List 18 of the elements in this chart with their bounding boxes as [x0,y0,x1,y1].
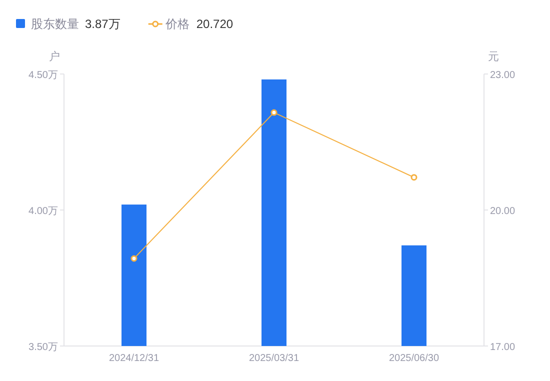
y2-tick-label: 17.00 [490,342,516,353]
text: 20.720 [196,17,234,31]
point [130,255,138,262]
y2-tick-label: 23.00 [490,70,516,81]
y-tick-label: 3.50万 [28,342,58,353]
x-tick-label: 2025/06/30 [388,353,440,364]
legend-label: 股东数量 [31,17,79,31]
y-tick-label: 4.50万 [28,70,58,81]
x-tick-label: 2025/03/31 [248,353,300,364]
legend-label: 价格 [164,17,190,31]
x-tick-label: 2024/12/31 [108,353,160,364]
text: 3.87万 [85,17,120,31]
y-axis-title: 户 [49,50,60,63]
y-tick-label: 4.00万 [28,206,58,217]
y2-tick-label: 20.00 [490,206,516,217]
point [270,109,278,116]
y2-axis-title: 元 [488,51,499,63]
point [410,174,418,181]
